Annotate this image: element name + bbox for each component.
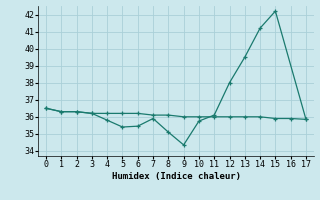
- X-axis label: Humidex (Indice chaleur): Humidex (Indice chaleur): [111, 172, 241, 181]
